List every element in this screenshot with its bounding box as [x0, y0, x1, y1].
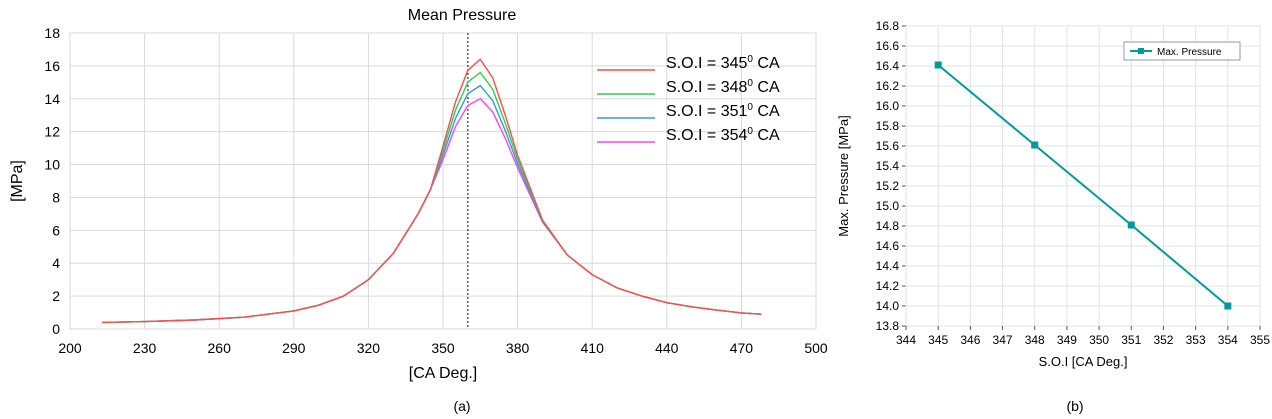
chart-b-x-tick-label: 346: [960, 333, 980, 347]
chart-a-series: [102, 58, 762, 324]
chart-a-x-ticks: 200 230 260 290 320 350 380 410 440 470 500: [58, 340, 828, 356]
chart-a-y-tick-label: 2: [52, 288, 60, 304]
chart-a-x-tick-label: 260: [208, 340, 232, 356]
chart-a-x-tick-label: 470: [730, 340, 754, 356]
chart-b-y-tick-label: 14.0: [876, 299, 900, 313]
chart-a-x-tick-label: 440: [655, 340, 679, 356]
chart-b-x-ticks: 344 345 346 347 348 349 350 351 352 353 354 355: [896, 333, 1270, 347]
chart-a-title: Mean Pressure: [408, 7, 517, 24]
chart-b-x-tick-label: 351: [1121, 333, 1141, 347]
chart-a-y-tick-label: 16: [44, 58, 60, 74]
chart-b-y-tick-label: 14.8: [876, 219, 900, 233]
chart-a-grid: [69, 32, 817, 330]
chart-b-x-tick-label: 353: [1186, 333, 1206, 347]
chart-b-panel-label: (b): [1066, 398, 1083, 414]
chart-a-panel-label: (a): [453, 398, 470, 414]
chart-a-y-tick-label: 14: [44, 91, 60, 107]
chart-b-y-tick-label: 15.0: [876, 199, 900, 213]
chart-b-x-tick-label: 345: [928, 333, 948, 347]
chart-a-x-tick-label: 290: [282, 340, 306, 356]
chart-b-y-tick-label: 16.6: [876, 39, 900, 53]
chart-b-legend-marker: [1138, 48, 1144, 54]
chart-b-data-point: [934, 61, 942, 69]
chart-b-x-tick-label: 348: [1025, 333, 1045, 347]
chart-a-y-ticks: 0 2 4 6 8 10 12 14 16 18: [44, 25, 60, 337]
chart-a-y-tick-label: 18: [44, 25, 60, 41]
chart-b-y-tick-label: 15.6: [876, 139, 900, 153]
chart-b-x-tick-label: 347: [993, 333, 1013, 347]
chart-b-grid: [902, 25, 1261, 330]
chart-a-legend-label: S.O.I = 3510 CA: [666, 102, 780, 120]
chart-a-legend-label: S.O.I = 3480 CA: [666, 78, 780, 96]
chart-b-data-point: [1127, 221, 1135, 229]
chart-a-x-label: [CA Deg.]: [409, 365, 477, 382]
chart-b-y-label: Max. Pressure [MPa]: [836, 115, 851, 236]
chart-max-pressure: 13.8 14.0 14.2 14.4 14.6 14.8 15.0 15.2 15.4 15.6…: [836, 19, 1270, 414]
chart-a-y-tick-label: 12: [44, 124, 60, 140]
chart-a-x-tick-label: 380: [506, 340, 530, 356]
chart-b-y-tick-label: 16.8: [876, 19, 900, 33]
chart-a-x-tick-label: 350: [431, 340, 455, 356]
chart-b-y-tick-label: 16.0: [876, 99, 900, 113]
chart-a-y-tick-label: 6: [52, 222, 60, 238]
chart-b-x-tick-label: 350: [1089, 333, 1109, 347]
chart-b-series: [934, 61, 1232, 310]
chart-a-y-label: [MPa]: [9, 160, 26, 202]
chart-b-plot-area: [905, 25, 1261, 327]
chart-b-data-point: [1031, 141, 1039, 149]
chart-b-series-line: [937, 64, 1229, 307]
chart-b-y-tick-label: 13.8: [876, 319, 900, 333]
chart-a-y-tick-label: 4: [52, 255, 60, 271]
chart-b-y-tick-label: 16.4: [876, 59, 900, 73]
chart-a-y-tick-label: 10: [44, 157, 60, 173]
chart-b-legend-box: [1123, 41, 1241, 61]
chart-b-y-tick-label: 15.2: [876, 179, 900, 193]
chart-b-data-point: [1224, 302, 1232, 310]
chart-a-series-line: [102, 58, 762, 324]
chart-b-x-tick-label: 355: [1250, 333, 1270, 347]
chart-a-y-tick-label: 8: [52, 189, 60, 205]
chart-b-x-label: S.O.I [CA Deg.]: [1039, 354, 1128, 369]
chart-a-y-tick-label: 0: [52, 321, 60, 337]
chart-a-legend-label: S.O.I = 3450 CA: [666, 54, 780, 72]
chart-a-x-tick-label: 410: [581, 340, 605, 356]
chart-b-x-tick-label: 354: [1218, 333, 1238, 347]
chart-a-legend-label: S.O.I = 3540 CA: [666, 126, 780, 144]
chart-a-x-tick-label: 230: [133, 340, 157, 356]
chart-a-series-line: [102, 84, 762, 324]
chart-b-legend: Max. Pressure: [1123, 41, 1241, 61]
chart-b-y-tick-label: 15.8: [876, 119, 900, 133]
chart-b-y-tick-label: 14.2: [876, 279, 900, 293]
chart-a-series-line: [102, 97, 762, 324]
chart-b-y-tick-label: 14.6: [876, 239, 900, 253]
chart-b-x-tick-label: 344: [896, 333, 916, 347]
chart-b-y-tick-label: 14.4: [876, 259, 900, 273]
chart-a-x-tick-label: 320: [357, 340, 381, 356]
chart-a-x-tick-label: 500: [804, 340, 828, 356]
chart-a-x-tick-label: 200: [58, 340, 82, 356]
chart-b-x-tick-label: 349: [1057, 333, 1077, 347]
chart-b-x-tick-label: 352: [1153, 333, 1173, 347]
chart-b-y-tick-label: 15.4: [876, 159, 900, 173]
chart-b-y-ticks: 13.8 14.0 14.2 14.4 14.6 14.8 15.0 15.2 15.4 15.6…: [876, 19, 900, 333]
chart-b-legend-label: Max. Pressure: [1157, 47, 1222, 58]
chart-b-y-tick-label: 16.2: [876, 79, 900, 93]
